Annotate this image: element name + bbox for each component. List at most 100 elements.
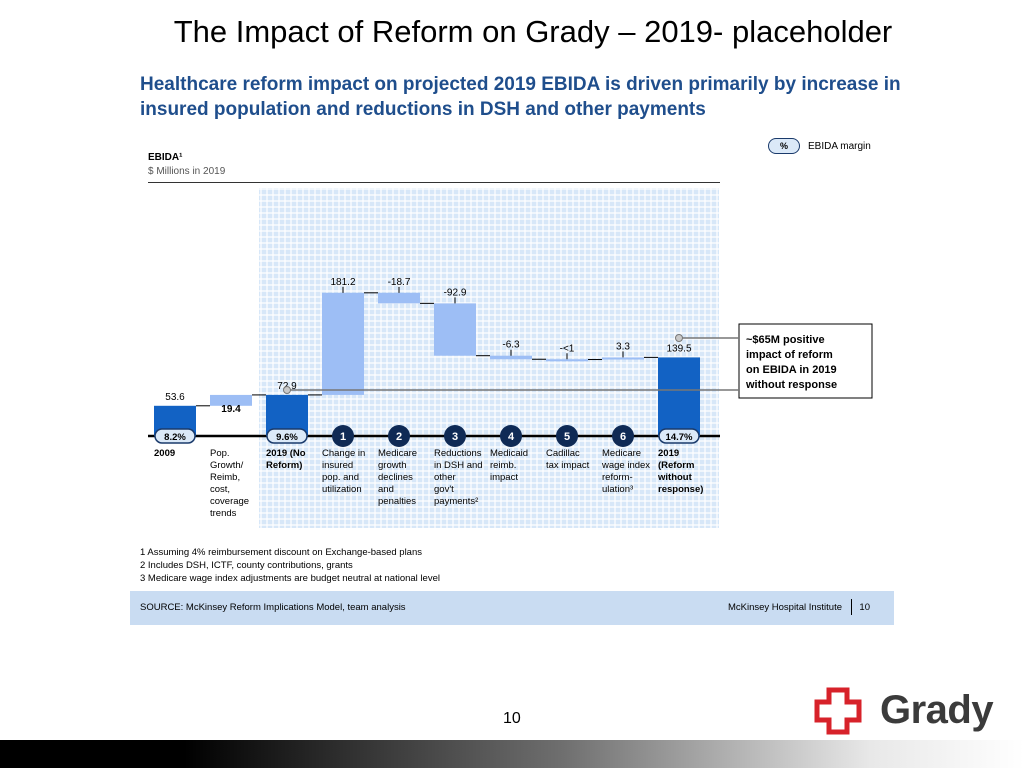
category-label-line: gov't [434,484,454,495]
footnote-1: 1 Assuming 4% reimbursement discount on … [140,547,422,558]
footnote-2: 2 Includes DSH, ICTF, county contributio… [140,560,353,571]
waterfall-bar-total [658,357,700,436]
callout-pointer-dot [283,386,291,394]
waterfall-bar-step [378,292,420,304]
waterfall-bar-step [490,355,532,360]
category-label-line: trends [210,508,237,519]
footnotes: 1 Assuming 4% reimbursement discount on … [140,546,440,585]
margin-pill [154,428,196,444]
page-number: 10 [503,710,521,727]
category-label: Reductions in DSH and other gov't payments² [434,448,483,507]
waterfall-bar-step [210,394,252,406]
category-label: Pop. Growth/Reimb, cost, coverage trends [210,448,249,519]
step-badge [332,425,354,447]
margin-pill-text: 8.2% [164,432,186,443]
waterfall-bar-step [546,359,588,362]
category-label-line: response) [658,484,703,495]
category-label-line: other [434,472,456,483]
category-label-line: pop. and [322,472,359,483]
margin-pill [658,428,700,444]
category-label-line: and [378,484,394,495]
category-label-line: Growth/ [210,460,244,471]
step-badge [556,425,578,447]
footnote-3: 3 Medicare wage index adjustments are bu… [140,573,440,584]
category-label-line: Reductions [434,448,482,459]
category-label-line: Medicaid [490,448,528,459]
category-label-line: ulation³ [602,484,633,495]
category-label: Medicaid reimb. impact [490,448,528,483]
category-label-line: reimb. [490,460,516,471]
step-badge-number: 5 [564,431,570,443]
chart-headline: Healthcare reform impact on projected 20… [140,74,901,120]
step-badge [500,425,522,447]
source-page-number: 10 [859,602,870,613]
category-label-line: penalties [378,496,416,507]
category-label: Change in insured pop. and utilization [322,448,365,495]
category-label-line: tax impact [546,460,590,471]
step-badge-number: 4 [508,431,515,443]
step-badge [388,425,410,447]
source-bar: SOURCE: McKinsey Reform Implications Mod… [130,591,894,625]
category-label-line: reform- [602,472,633,483]
category-label: Cadillac tax impact [546,448,590,471]
category-label: 2019 (No Reform) [266,448,306,471]
value-label: 19.4 [221,404,241,415]
category-label-line: Cadillac [546,448,580,459]
category-label: 2019 (Reform without response) [657,448,703,495]
category-label-line: growth [378,460,407,471]
callout-text-line: without response [745,379,837,391]
grady-logo-text: Grady [880,688,994,732]
margin-pill [266,428,308,444]
step-badge-number: 1 [340,431,346,443]
callout-text-line: on EBIDA in 2019 [746,364,837,376]
step-badge-number: 2 [396,431,402,443]
step-badge [612,425,634,447]
ebida-units: $ Millions in 2019 [148,166,226,177]
step-badge [444,425,466,447]
legend-pill: % [768,138,800,154]
footer-gradient-bar [0,740,1024,768]
category-label-line: insured [322,460,353,471]
category-label: Medicare growth declines and penalties [378,448,417,507]
ebida-label: EBIDA¹ [148,152,183,163]
category-label-line: (Reform [658,460,694,471]
step-badge-number: 3 [452,431,458,443]
value-label: 3.3 [616,341,630,352]
step-badge-number: 6 [620,431,626,443]
margin-pill-text: 14.7% [666,432,693,443]
value-label: -<1 [560,343,575,354]
value-label: -18.7 [388,277,411,288]
category-label-line: Change in [322,448,365,459]
slide-title: The Impact of Reform on Grady – 2019- pl… [173,14,893,49]
category-label-line: wage index [601,460,650,471]
category-label-line: impact [490,472,518,483]
credit-separator [851,599,852,615]
category-label-line: in DSH and [434,460,483,471]
category-label-line: Medicare [602,448,641,459]
header-rule [148,182,720,183]
value-label: -92.9 [444,287,467,298]
mckinsey-credit: McKinsey Hospital Institute [727,602,842,613]
category-label-line: 2019 (No [266,448,306,459]
waterfall-bar-step [322,292,364,395]
category-label-line: 2019 [658,448,679,459]
callout-text-line: impact of reform [746,349,833,361]
category-label-line: Pop. [210,448,230,459]
category-label-line: 2009 [154,448,175,459]
value-label: 181.2 [330,277,355,288]
category-label-line: payments² [434,496,478,507]
callout-text: ~$65M positive impact of reform on EBIDA i… [745,334,837,391]
callout-text-line: ~$65M positive [746,334,825,346]
category-label-line: cost, [210,484,230,495]
margin-pill-text: 9.6% [276,432,298,443]
value-label: 53.6 [165,392,185,403]
category-label-line: coverage [210,496,249,507]
category-label-line: Medicare [378,448,417,459]
category-label-line: without [657,472,693,483]
category-label-line: Reimb, [210,472,240,483]
callout-box [738,323,873,399]
source-text: SOURCE: McKinsey Reform Implications Mod… [140,602,406,613]
category-label: 2009 [154,448,175,459]
value-label: 139.5 [666,343,691,354]
